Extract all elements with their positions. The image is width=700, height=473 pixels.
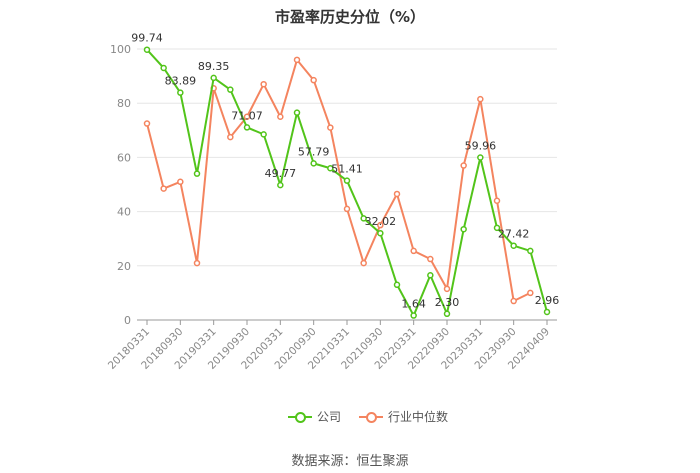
data-point-company (510, 242, 517, 249)
data-point-industry-median (477, 95, 484, 103)
data-point-industry-median (510, 297, 517, 305)
data-point-industry-median (293, 56, 301, 64)
y-tick-label: 60 (117, 151, 131, 164)
legend-swatch-industry-median (359, 411, 384, 423)
data-label: 2.96 (535, 294, 560, 307)
legend-label-company: 公司 (317, 410, 342, 424)
legend-swatch-company (288, 411, 312, 423)
data-label: 51.41 (331, 163, 363, 176)
data-point-industry-median (460, 162, 467, 169)
source-note: 数据来源：恒生聚源 (291, 454, 409, 469)
data-point-company (227, 86, 234, 93)
data-point-company (277, 181, 284, 189)
y-tick-label: 100 (110, 43, 131, 56)
data-point-industry-median (443, 285, 451, 293)
data-point-company (327, 164, 334, 172)
data-label: 2.30 (435, 296, 460, 309)
data-point-industry-median (177, 178, 184, 186)
data-label: 83.89 (165, 75, 197, 88)
data-point-industry-median (277, 113, 284, 120)
data-point-industry-median (227, 133, 234, 141)
data-label: 49.77 (265, 167, 297, 180)
series-line-industry-median (146, 58, 531, 303)
data-point-company (393, 281, 401, 289)
data-point-industry-median (427, 255, 434, 263)
y-tick-label: 80 (117, 97, 131, 110)
data-point-company (343, 177, 351, 184)
data-point-company (160, 64, 167, 72)
data-point-company (460, 225, 467, 233)
data-point-company (243, 124, 251, 131)
legend-item-industry-median[interactable]: 行业中位数 (359, 408, 448, 425)
data-point-company (543, 308, 551, 316)
data-point-company (210, 74, 217, 82)
data-point-company (193, 170, 201, 177)
data-label: 27.42 (498, 228, 530, 241)
axes: 0204060801002018033120180930201903312019… (106, 43, 557, 372)
legend-item-company[interactable]: 公司 (288, 408, 341, 425)
data-point-industry-median (343, 205, 351, 213)
data-label: 32.02 (365, 215, 397, 228)
data-point-company (143, 46, 151, 53)
data-label: 71.07 (231, 109, 263, 122)
data-label: 99.74 (131, 32, 163, 45)
data-label: 1.64 (401, 298, 426, 311)
data-point-company (260, 131, 267, 138)
data-point-company (493, 224, 501, 232)
data-label: 59.96 (465, 140, 497, 153)
legend: 公司 行业中位数 (288, 408, 466, 425)
data-point-industry-median (410, 247, 417, 255)
data-label: 89.35 (198, 60, 230, 73)
data-point-industry-median (327, 124, 334, 131)
data-point-industry-median (310, 76, 317, 84)
data-point-company (477, 154, 484, 161)
data-point-company (443, 310, 451, 318)
data-point-industry-median (527, 289, 534, 297)
data-point-company (310, 160, 317, 167)
data-point-industry-median (360, 259, 367, 267)
data-point-industry-median (260, 80, 267, 88)
y-tick-label: 20 (117, 260, 131, 273)
legend-label-industry-median: 行业中位数 (388, 410, 449, 424)
data-point-company (410, 312, 417, 319)
data-point-industry-median (243, 113, 251, 120)
data-point-industry-median (377, 221, 384, 229)
data-point-industry-median (143, 120, 151, 127)
data-point-company (427, 272, 434, 279)
data-point-industry-median (193, 259, 201, 267)
y-tick-label: 0 (124, 314, 131, 327)
data-point-company (377, 229, 384, 237)
data-point-industry-median (160, 185, 167, 192)
series-lines (143, 46, 551, 319)
data-point-industry-median (393, 190, 401, 198)
data-point-company (527, 247, 534, 255)
data-label: 57.79 (298, 145, 330, 158)
chart-title: 市盈率历史分位（%） (274, 8, 426, 26)
data-point-company (360, 215, 367, 222)
y-tick-label: 40 (117, 206, 131, 219)
data-point-industry-median (493, 197, 501, 205)
data-point-company (293, 109, 301, 116)
data-point-company (177, 89, 184, 96)
